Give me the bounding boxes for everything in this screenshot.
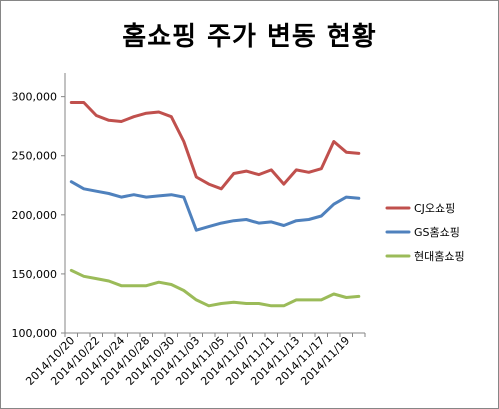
series-line-3: [69, 268, 361, 308]
legend-label: CJ오쇼핑: [414, 202, 455, 215]
y-tick-label: 100,000: [12, 327, 58, 340]
series-line-1: [69, 101, 361, 191]
y-tick-label: 200,000: [12, 209, 58, 222]
y-tick-label: 300,000: [12, 91, 58, 104]
legend-label: GS홈쇼핑: [414, 225, 460, 239]
y-tick-label: 150,000: [12, 268, 58, 281]
y-tick-label: 250,000: [12, 150, 58, 163]
series-line-2: [69, 180, 361, 232]
chart-title: 홈쇼핑 주가 변동 현황: [122, 22, 377, 52]
legend-label: 현대홈쇼핑: [414, 249, 465, 263]
